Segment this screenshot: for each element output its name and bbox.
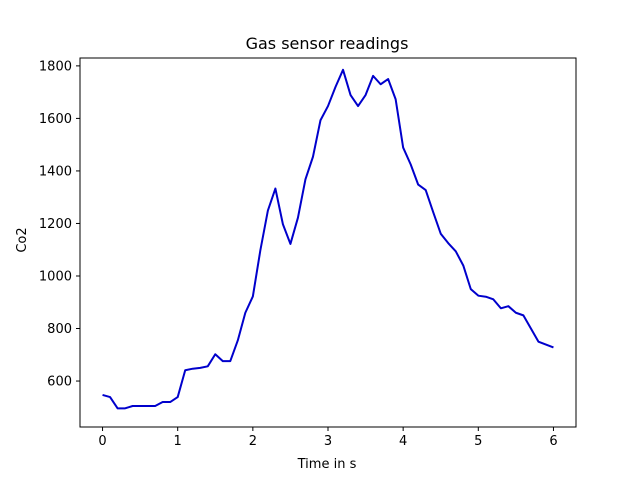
x-tick-label: 4	[399, 434, 407, 449]
y-tick-label: 800	[47, 322, 72, 337]
y-axis-label: Co2	[15, 227, 30, 252]
y-tick-label: 1200	[39, 217, 72, 232]
y-tick-label: 1800	[39, 59, 72, 74]
x-tick-label: 2	[249, 434, 257, 449]
y-tick-label: 1400	[39, 164, 72, 179]
x-tick-label: 6	[549, 434, 557, 449]
y-tick-label: 1600	[39, 112, 72, 127]
x-tick-label: 3	[324, 434, 332, 449]
plot-area: 0 1 2 3 4 5 6 600 800 1000 1200 1400 1600 1800	[39, 57, 577, 449]
series-line-0	[102, 68, 554, 410]
x-axis-label: Time in s	[297, 457, 357, 472]
x-tick-label: 0	[98, 434, 106, 449]
x-tick-label: 5	[474, 434, 482, 449]
chart-title: Gas sensor readings	[246, 34, 409, 53]
plot-frame	[79, 57, 577, 428]
x-tick-label: 1	[174, 434, 182, 449]
y-tick-label: 600	[47, 375, 72, 390]
y-tick-label: 1000	[39, 269, 72, 284]
